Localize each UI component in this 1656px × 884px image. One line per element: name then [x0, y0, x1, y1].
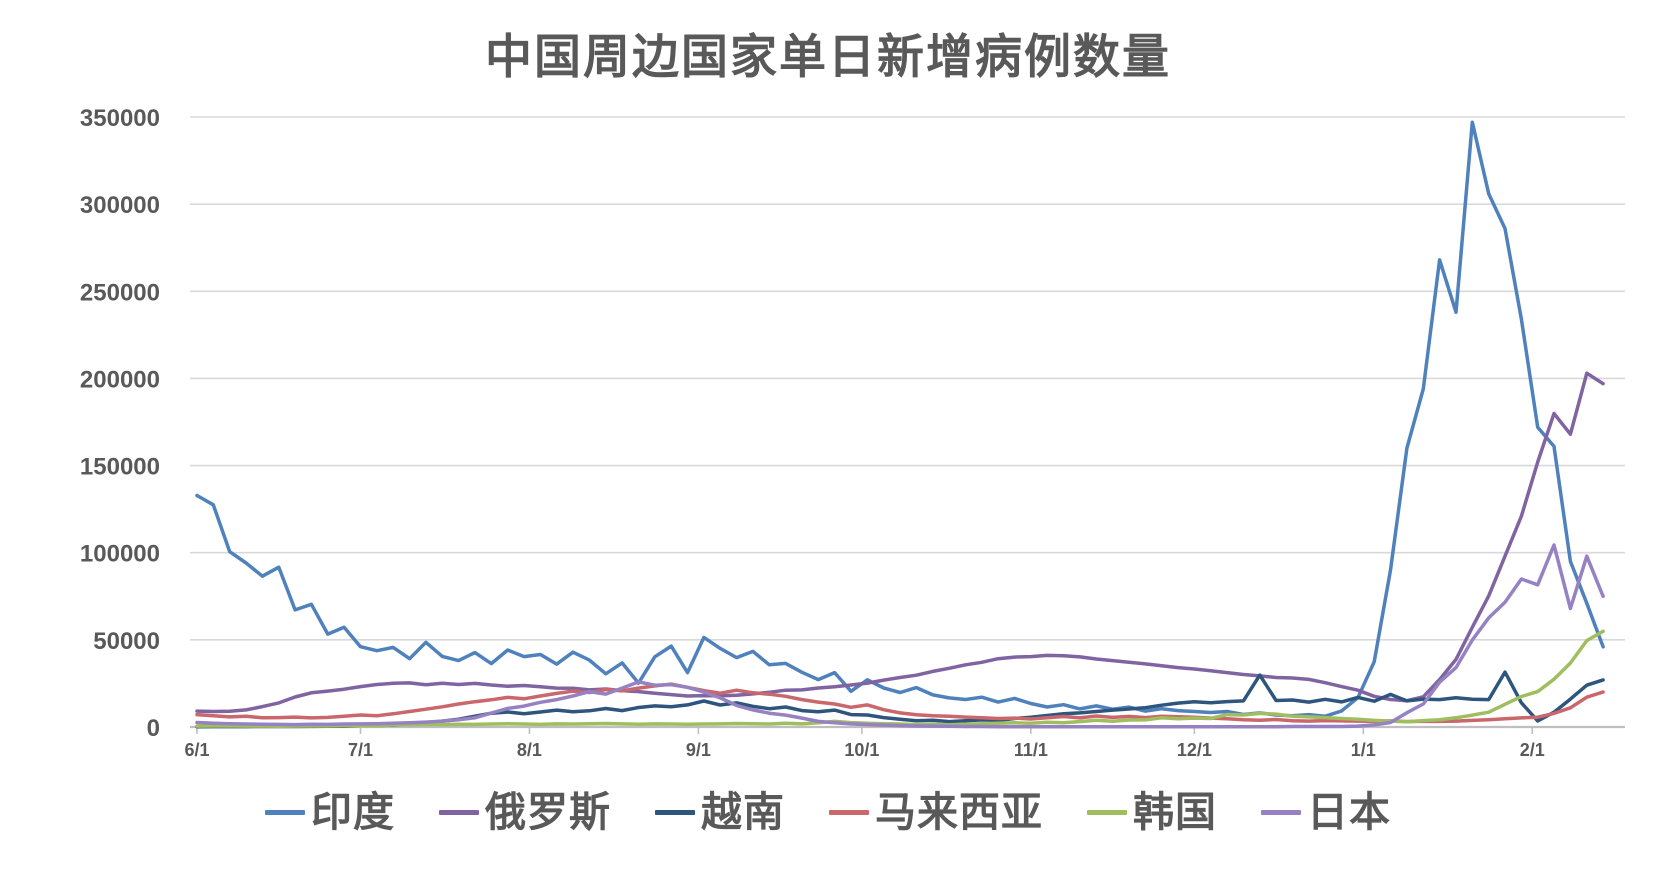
x-axis-tick-label: 11/1: [1014, 740, 1048, 760]
x-axis-tick-label: 10/1: [844, 740, 879, 760]
legend-swatch-icon: [1261, 810, 1301, 815]
legend-label: 越南: [701, 788, 785, 836]
legend-swatch-icon: [1087, 810, 1127, 815]
legend: 印度 俄罗斯 越南 马来西亚 韩国 日本: [0, 792, 1656, 833]
legend-item-日本: 日本: [1261, 792, 1391, 833]
legend-label: 韩国: [1133, 788, 1217, 836]
x-axis-tick-label: 2/1: [1520, 740, 1545, 760]
legend-label: 马来西亚: [875, 788, 1043, 836]
legend-label: 俄罗斯: [485, 788, 611, 836]
legend-swatch-icon: [439, 810, 479, 815]
series-line-俄罗斯: [195, 371, 1605, 714]
series-line-日本: [195, 543, 1605, 729]
y-axis-tick-label: 100000: [80, 541, 160, 568]
legend-item-韩国: 韩国: [1087, 792, 1217, 833]
x-axis-tick-label: 6/1: [184, 740, 209, 760]
legend-label: 日本: [1307, 788, 1391, 836]
x-axis-tick-label: 9/1: [686, 740, 711, 760]
series-line-印度: [195, 120, 1605, 718]
y-axis-tick-label: 150000: [80, 454, 160, 481]
x-axis-tick-label: 12/1: [1177, 740, 1212, 760]
chart-title: 中国周边国家单日新增病例数量: [485, 30, 1171, 85]
y-axis-tick-label: 0: [147, 715, 160, 742]
legend-label: 印度: [311, 788, 395, 836]
y-axis-tick-label: 200000: [80, 366, 160, 393]
legend-item-越南: 越南: [655, 792, 785, 833]
legend-swatch-icon: [655, 810, 695, 815]
y-axis-tick-label: 350000: [80, 105, 160, 132]
y-axis-tick-label: 50000: [93, 628, 160, 655]
legend-item-俄罗斯: 俄罗斯: [439, 792, 611, 833]
y-axis-tick-label: 250000: [80, 279, 160, 306]
legend-item-印度: 印度: [265, 792, 395, 833]
legend-item-马来西亚: 马来西亚: [829, 792, 1043, 833]
y-axis-tick-label: 300000: [80, 192, 160, 219]
legend-swatch-icon: [265, 810, 305, 815]
x-axis-tick-label: 1/1: [1351, 740, 1376, 760]
legend-swatch-icon: [829, 810, 869, 815]
x-axis-tick-label: 8/1: [517, 740, 542, 760]
x-axis-tick-label: 7/1: [348, 740, 373, 760]
series-line-马来西亚: [195, 682, 1605, 724]
